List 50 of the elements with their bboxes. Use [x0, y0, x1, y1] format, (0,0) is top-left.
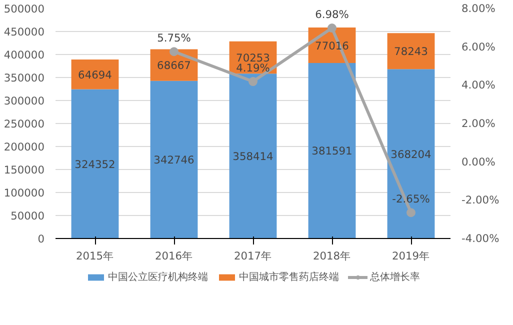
y-tick-label: 50000: [10, 210, 45, 222]
y2-tick-label: 2.00%: [462, 117, 496, 130]
y-tick-label: 350000: [4, 72, 45, 84]
y-tick-label: 300000: [4, 94, 45, 108]
point: [248, 77, 258, 86]
point: [406, 208, 416, 218]
bar: [387, 69, 435, 238]
y-tick-label: 400000: [4, 48, 45, 62]
x-tick-label: 2015年: [76, 250, 114, 262]
data-label: 78243: [394, 45, 428, 58]
y2-tick-label: 6.00%: [462, 40, 496, 54]
data-label: 68667: [157, 59, 191, 72]
data-label: 5.75%: [157, 32, 191, 45]
y-tick-label: 250000: [4, 118, 45, 130]
bar: [71, 60, 119, 90]
y2-tick-label: -4.00%: [462, 232, 500, 245]
legend-label: 中国公立医疗机构终端: [108, 270, 208, 284]
data-label: 4.19%: [236, 62, 270, 75]
data-label: 358414: [232, 150, 274, 164]
data-label: 70253: [236, 51, 270, 64]
bar: [229, 74, 277, 238]
y-tick-label: 100000: [4, 186, 45, 200]
data-label: -2.65%: [392, 192, 430, 206]
x-tick-label: 2018年: [312, 250, 352, 262]
legend-label: 总体增长率: [370, 270, 420, 284]
data-label: 368204: [390, 148, 432, 161]
bar: [150, 80, 198, 238]
x-tick-label: 2019年: [392, 250, 430, 262]
y2-tick-label: 8.00%: [462, 2, 496, 15]
point: [170, 47, 178, 56]
y-tick-label: 200000: [4, 140, 45, 154]
legend-label: 中国城市零售药店终端: [239, 270, 339, 284]
y2-tick-label: 4.00%: [462, 78, 496, 92]
data-label: 324352: [74, 158, 116, 171]
data-label: 381591: [312, 144, 352, 158]
bar: [71, 89, 119, 238]
bar: [308, 62, 356, 238]
point: [328, 24, 336, 33]
y-tick-label: 450000: [4, 26, 45, 38]
bar: [387, 33, 435, 70]
y-tick-label: 0: [38, 232, 45, 246]
y2-tick-label: -2.00%: [462, 194, 500, 207]
data-label: 64694: [78, 68, 112, 82]
x-tick-label: 2016年: [154, 250, 194, 262]
x-tick-label: 2017年: [234, 250, 272, 262]
y2-tick-label: 0.00%: [462, 155, 496, 168]
data-label: 342746: [154, 154, 195, 167]
data-label: 6.98%: [315, 8, 349, 22]
y-tick-label: 150000: [4, 164, 45, 176]
y-tick-label: 500000: [4, 2, 45, 16]
